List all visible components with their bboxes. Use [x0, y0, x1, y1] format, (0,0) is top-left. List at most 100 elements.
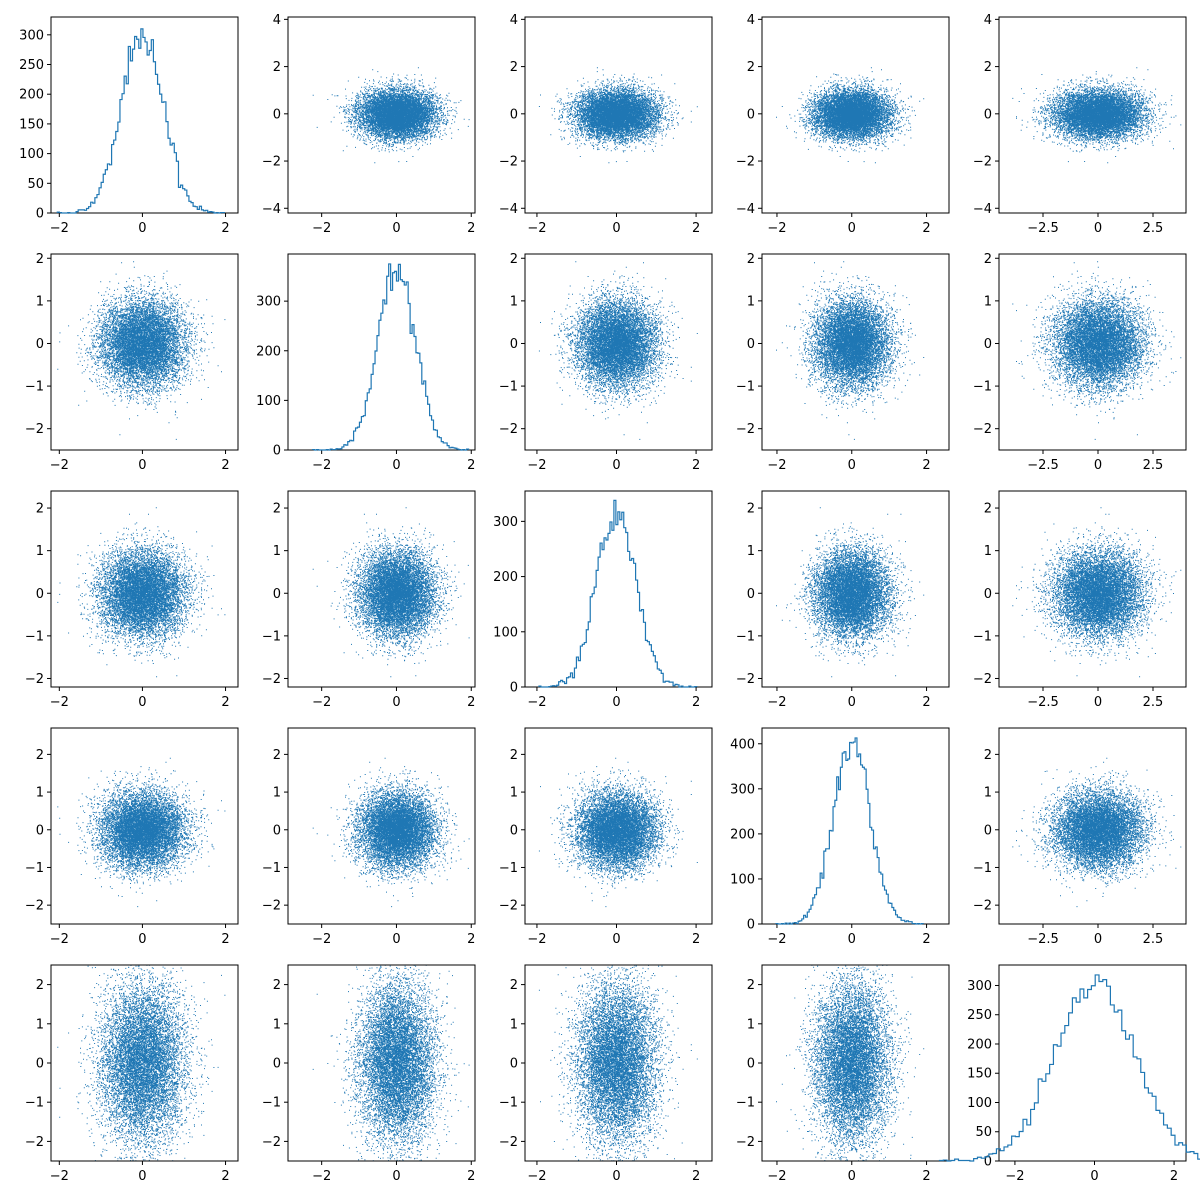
scatter-r3-c5-frame: [998, 490, 1187, 688]
scatter-r3-c2-xtick-label: 2: [467, 695, 475, 710]
subplot-r1-c2: −2 0 2 −4 −2 0 2 4: [262, 13, 476, 236]
scatter-r2-c4-ytick-label: 2: [747, 252, 755, 267]
subplot-r4-c2: −2 0 2 −2 −1 0 1 2: [262, 727, 476, 947]
scatter-r3-c4-ytick-label: 2: [747, 502, 755, 517]
scatter-r5-c3-frame: [524, 964, 713, 1162]
scatter-points: [1012, 67, 1182, 164]
scatter-r2-c3-ytick-label: 2: [510, 252, 518, 267]
scatter-r4-c3-ytick-label: −2: [499, 899, 518, 914]
histogram-step-line: [938, 974, 1200, 1162]
scatter-points: [312, 67, 470, 164]
scatter-r3-c1-ytick-label: −2: [25, 672, 44, 687]
scatter-r5-c1-xtick-label: 0: [138, 1169, 146, 1184]
hist-2-xtick-label: 2: [467, 458, 475, 473]
scatter-r1-c3-ytick-label: −4: [499, 202, 518, 217]
scatter-r4-c2-ytick-label: 0: [273, 823, 281, 838]
scatter-points: [776, 965, 925, 1161]
scatter-r3-c4-ytick-label: 1: [747, 544, 755, 559]
subplot-r2-c1: −2 0 2 −2 −1 0 1 2: [25, 252, 239, 473]
scatter-r3-c5-ytick-label: 1: [984, 544, 992, 559]
scatter-r4-c1-frame: [50, 727, 239, 925]
scatter-points: [776, 507, 925, 678]
scatter-r1-c5-ytick-label: 4: [984, 13, 992, 28]
subplot-r3-c2: −2 0 2 −2 −1 0 1 2: [262, 490, 476, 710]
scatter-r5-c3-ytick-label: 1: [510, 1017, 518, 1032]
scatter-r1-c2-ytick-label: −4: [262, 202, 281, 217]
scatter-r5-c1-ytick-label: −1: [25, 1096, 44, 1111]
scatter-r4-c1-ytick-label: 1: [36, 786, 44, 801]
scatter-points: [1012, 757, 1182, 908]
scatter-r1-c2-xtick-label: 0: [392, 221, 400, 236]
scatter-r3-c5-ytick-label: −2: [973, 672, 992, 687]
scatter-r2-c4-ytick-label: 0: [747, 337, 755, 352]
hist-4-ytick-label: 0: [747, 918, 755, 933]
scatter-points: [57, 507, 226, 678]
scatter-r4-c5-ytick-label: 2: [984, 748, 992, 763]
scatter-r1-c5-xtick-label: −2.5: [1027, 221, 1059, 236]
subplot-r2-c5: −2.5 0 2.5 −2 −1 0 1 2: [973, 252, 1187, 473]
scatter-r1-c3-xtick-label: 2: [692, 221, 700, 236]
scatter-r5-c3-xtick-label: 0: [612, 1169, 620, 1184]
scatter-r1-c4-ytick-label: 4: [747, 13, 755, 28]
scatter-r3-c1-xtick-label: −2: [50, 695, 69, 710]
scatter-r2-c4-ytick-label: −2: [736, 422, 755, 437]
scatter-r5-c1-xtick-label: 2: [221, 1169, 229, 1184]
scatter-r5-c2-ytick-label: −1: [262, 1096, 281, 1111]
hist-5-ytick-label: 100: [967, 1096, 992, 1111]
scatter-points: [538, 67, 698, 164]
scatter-r5-c2-ytick-label: −2: [262, 1135, 281, 1150]
scatter-r3-c2-xtick-label: −2: [312, 695, 331, 710]
scatter-r4-c2-ytick-label: 1: [273, 786, 281, 801]
scatter-r3-c2-ytick-label: −2: [262, 672, 281, 687]
scatter-r2-c4-xtick-label: 2: [922, 458, 930, 473]
scatter-r1-c2-xtick-label: 2: [467, 221, 475, 236]
scatter-points: [776, 67, 925, 164]
hist-3-ytick-label: 100: [493, 625, 518, 640]
hist-1-xtick-label: 2: [221, 221, 229, 236]
scatter-r5-c4-ytick-label: −1: [736, 1096, 755, 1111]
scatter-points: [57, 261, 226, 440]
scatter-r3-c4-frame: [761, 490, 950, 688]
scatter-r3-c1-ytick-label: 2: [36, 502, 44, 517]
scatter-r2-c4-xtick-label: 0: [848, 458, 856, 473]
scatter-points: [57, 757, 226, 908]
scatter-r1-c5-ytick-label: −4: [973, 202, 992, 217]
scatter-points: [312, 965, 470, 1161]
scatter-r1-c5-frame: [998, 16, 1187, 214]
scatter-r4-c1-ytick-label: 2: [36, 748, 44, 763]
hist-4-ytick-label: 100: [730, 872, 755, 887]
scatter-r4-c1-ytick-label: −1: [25, 861, 44, 876]
scatter-r2-c4-ytick-label: 1: [747, 294, 755, 309]
scatter-r4-c2-frame: [287, 727, 476, 925]
scatter-r4-c5-xtick-label: 2.5: [1143, 932, 1164, 947]
subplot-r3-c3: −2 0 2 0 100 200 300: [493, 490, 713, 710]
hist-1-ytick-label: 150: [19, 117, 44, 132]
hist-1-ytick-label: 300: [19, 28, 44, 43]
scatter-r4-c1-xtick-label: 2: [221, 932, 229, 947]
scatter-r5-c3-ytick-label: 2: [510, 978, 518, 993]
hist-5-ytick-label: 300: [967, 979, 992, 994]
scatter-r2-c5-ytick-label: 0: [984, 337, 992, 352]
scatter-r3-c4-ytick-label: 0: [747, 587, 755, 602]
scatter-r4-c1-xtick-label: −2: [50, 932, 69, 947]
scatter-r5-c2-ytick-label: 2: [273, 978, 281, 993]
scatter-r2-c1-frame: [50, 253, 239, 451]
scatter-points: [312, 757, 470, 908]
subplot-r5-c1: −2 0 2 −2 −1 0 1 2: [25, 964, 239, 1184]
scatter-r1-c2-xtick-label: −2: [312, 221, 331, 236]
scatter-r3-c4-ytick-label: −1: [736, 629, 755, 644]
scatter-r2-c3-frame: [524, 253, 713, 451]
scatter-r1-c3-ytick-label: 2: [510, 60, 518, 75]
scatter-r3-c2-ytick-label: 1: [273, 544, 281, 559]
subplot-r5-c3: −2 0 2 −2 −1 0 1 2: [499, 964, 713, 1184]
hist-5-frame: [998, 964, 1187, 1162]
scatter-r2-c3-ytick-label: −1: [499, 380, 518, 395]
hist-3-ytick-label: 0: [510, 681, 518, 696]
hist-3-xtick-label: −2: [527, 695, 546, 710]
scatter-r4-c2-ytick-label: −1: [262, 861, 281, 876]
hist-5-ytick-label: 0: [984, 1155, 992, 1170]
scatter-r2-c4-xtick-label: −2: [767, 458, 786, 473]
scatter-r1-c2-frame: [287, 16, 476, 214]
scatter-r5-c1-ytick-label: 2: [36, 978, 44, 993]
scatter-r5-c1-ytick-label: −2: [25, 1135, 44, 1150]
